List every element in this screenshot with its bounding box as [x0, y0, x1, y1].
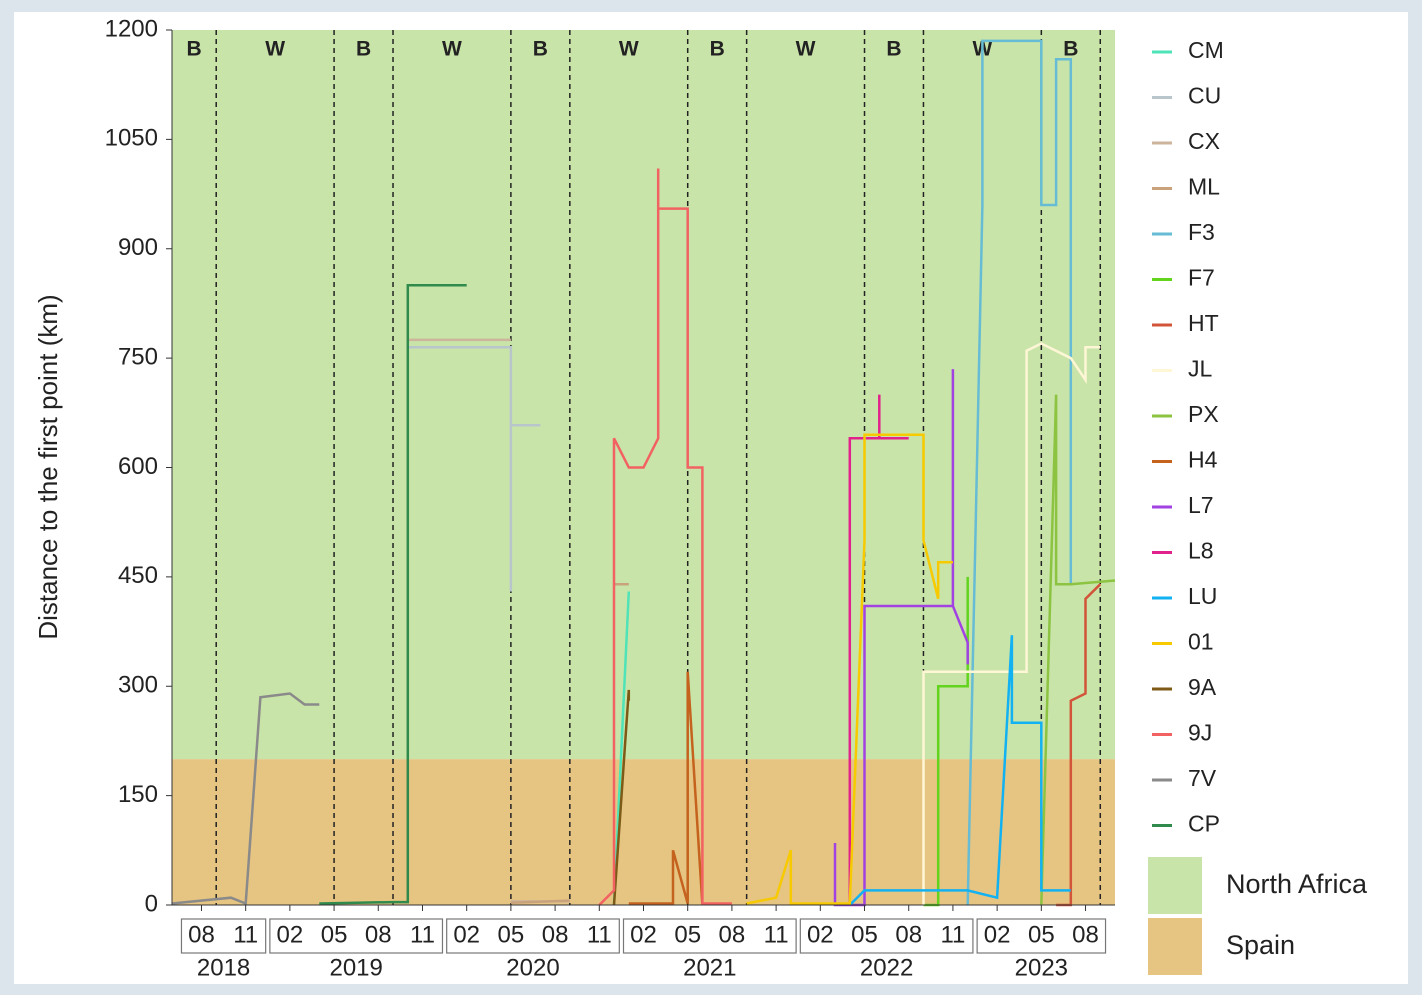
series-line — [407, 345, 541, 592]
season-label: B — [533, 38, 548, 61]
series-line — [922, 342, 1101, 905]
x-tick-label: 08 — [719, 921, 746, 948]
x-tick-label: 08 — [188, 921, 215, 948]
y-tick-label: 150 — [118, 781, 158, 808]
y-tick-label: 900 — [118, 234, 158, 261]
series-line — [171, 692, 320, 906]
year-box — [622, 918, 797, 954]
legend-label: F3 — [1188, 219, 1215, 245]
season-label: B — [710, 38, 725, 61]
x-tick-label: 02 — [807, 921, 834, 948]
x-tick-label: 02 — [984, 921, 1011, 948]
legend-label: 9J — [1188, 720, 1212, 746]
year-label: 2021 — [683, 954, 736, 981]
legend-label: L8 — [1188, 538, 1214, 564]
series-line — [1040, 394, 1116, 906]
series-line — [510, 582, 629, 905]
season-label: B — [187, 38, 202, 61]
legend-label: CP — [1188, 811, 1220, 837]
legend-region-label: Spain — [1226, 930, 1295, 960]
year-box — [446, 918, 620, 954]
region-band — [172, 30, 1115, 760]
season-label: W — [619, 38, 639, 61]
series-line — [319, 283, 467, 905]
y-tick-label: 0 — [145, 890, 158, 917]
year-label: 2019 — [329, 954, 382, 981]
series-line — [848, 394, 909, 905]
series-line — [746, 433, 953, 905]
x-tick-label: 02 — [453, 921, 480, 948]
year-label: 2022 — [860, 954, 913, 981]
x-tick-label: 02 — [277, 921, 304, 948]
x-tick-label: 05 — [498, 921, 525, 948]
year-box — [269, 918, 444, 954]
y-tick-label: 1200 — [105, 15, 158, 42]
legend-label: ML — [1188, 174, 1220, 200]
region-band — [172, 759, 1115, 905]
year-box — [976, 918, 1107, 954]
season-label: W — [796, 38, 816, 61]
series-line — [598, 168, 732, 906]
legend-label: F7 — [1188, 265, 1215, 291]
season-label: W — [265, 38, 285, 61]
x-tick-label: 11 — [410, 921, 435, 948]
x-tick-label: 08 — [365, 921, 392, 948]
x-tick-label: 08 — [1072, 921, 1099, 948]
x-tick-label: 05 — [851, 921, 878, 948]
legend-label: PX — [1188, 401, 1219, 427]
legend-label: CM — [1188, 37, 1224, 63]
legend-region-swatch — [1148, 918, 1202, 975]
x-tick-label: 11 — [233, 921, 258, 948]
legend-region-swatch — [1148, 857, 1202, 914]
legend-label: JL — [1188, 356, 1213, 382]
legend-label: CU — [1188, 83, 1221, 109]
legend-label: 9A — [1188, 674, 1217, 700]
x-tick-label: 11 — [587, 921, 612, 948]
x-tick-label: 05 — [321, 921, 348, 948]
x-tick-label: 11 — [940, 921, 965, 948]
x-tick-label: 08 — [895, 921, 922, 948]
y-axis-label: Distance to the first point (km) — [33, 294, 63, 639]
y-tick-label: 1050 — [105, 125, 158, 152]
legend-label: HT — [1188, 310, 1219, 336]
x-tick-label: 08 — [542, 921, 569, 948]
x-tick-label: 11 — [764, 921, 789, 948]
season-label: B — [356, 38, 371, 61]
legend-region-label: North Africa — [1226, 869, 1368, 899]
year-box — [180, 918, 267, 954]
season-label: W — [442, 38, 462, 61]
legend-label: H4 — [1188, 447, 1218, 473]
legend-label: 01 — [1188, 629, 1214, 655]
series-line — [628, 671, 704, 906]
y-tick-label: 450 — [118, 562, 158, 589]
year-label: 2018 — [197, 954, 250, 981]
series-line — [966, 39, 1073, 906]
legend-label: CX — [1188, 128, 1220, 154]
season-label: B — [886, 38, 901, 61]
x-tick-label: 05 — [674, 921, 701, 948]
y-tick-label: 600 — [118, 453, 158, 480]
series-line — [612, 689, 631, 906]
x-tick-label: 02 — [630, 921, 657, 948]
year-label: 2023 — [1015, 954, 1068, 981]
year-label: 2020 — [506, 954, 559, 981]
y-tick-label: 750 — [118, 343, 158, 370]
legend-label: 7V — [1188, 765, 1217, 791]
y-tick-label: 300 — [118, 672, 158, 699]
year-box — [799, 918, 974, 954]
x-tick-label: 05 — [1028, 921, 1055, 948]
legend-label: LU — [1188, 583, 1217, 609]
legend-label: L7 — [1188, 492, 1214, 518]
series-line — [848, 635, 1071, 906]
season-label: B — [1063, 38, 1078, 61]
